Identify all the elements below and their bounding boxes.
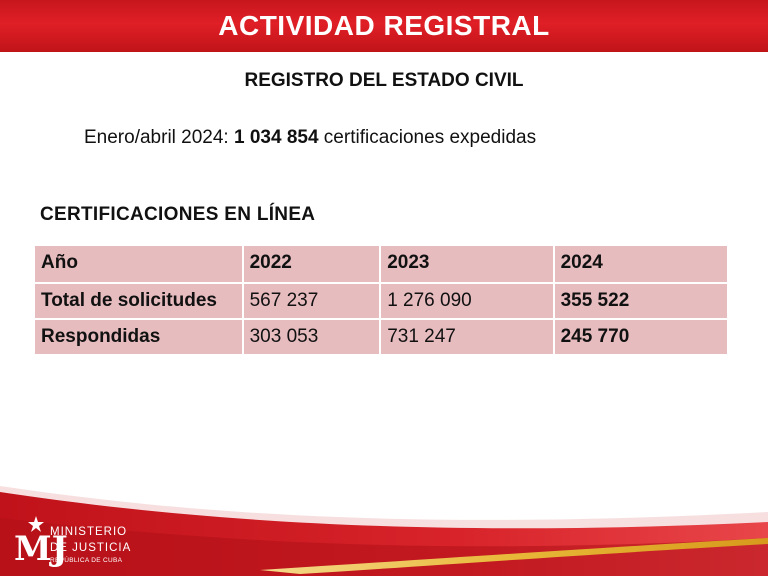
- table-row: Respondidas 303 053 731 247 245 770: [33, 318, 730, 356]
- footer-wave: [0, 486, 768, 576]
- star-icon: [28, 516, 44, 532]
- row-label: Total de solicitudes: [33, 282, 244, 320]
- table-cell: 731 247: [379, 318, 555, 356]
- summary-suffix: certificaciones expedidas: [318, 127, 537, 148]
- section-heading: CERTIFICACIONES EN LÍNEA: [40, 204, 316, 225]
- summary-prefix: Enero/abril 2024:: [84, 127, 234, 148]
- logo-text: MINISTERIO DE JUSTICIA REPÚBLICA DE CUBA: [50, 524, 131, 565]
- table-cell: 245 770: [552, 318, 730, 356]
- table-cell: 355 522: [552, 282, 730, 320]
- logo-line-2: DE JUSTICIA: [50, 542, 132, 554]
- table-header-row: Año 2022 2023 2024: [33, 244, 730, 284]
- table-cell: 1 276 090: [379, 282, 555, 320]
- table-row: Total de solicitudes 567 237 1 276 090 3…: [33, 282, 730, 320]
- logo-initials: MJ: [14, 529, 68, 569]
- logo-line-3: REPÚBLICA DE CUBA: [50, 557, 123, 564]
- header-cell: 2024: [552, 244, 730, 284]
- header-cell: 2023: [379, 244, 555, 284]
- header-cell: Año: [33, 244, 244, 284]
- header-cell: 2022: [241, 244, 382, 284]
- title-banner: ACTIVIDAD REGISTRAL: [0, 0, 768, 52]
- summary-line: Enero/abril 2024: 1 034 854 certificacio…: [84, 127, 536, 149]
- ministry-logo-icon: MJ: [14, 516, 68, 569]
- table-cell: 303 053: [241, 318, 382, 356]
- subtitle: REGISTRO DEL ESTADO CIVIL: [244, 70, 524, 91]
- page-title: ACTIVIDAD REGISTRAL: [218, 10, 550, 41]
- row-label: Respondidas: [33, 318, 244, 356]
- certifications-table: Año 2022 2023 2024 Total de solicitudes …: [33, 244, 730, 356]
- logo-line-1: MINISTERIO: [50, 526, 128, 538]
- summary-value: 1 034 854: [234, 127, 319, 148]
- table-cell: 567 237: [241, 282, 382, 320]
